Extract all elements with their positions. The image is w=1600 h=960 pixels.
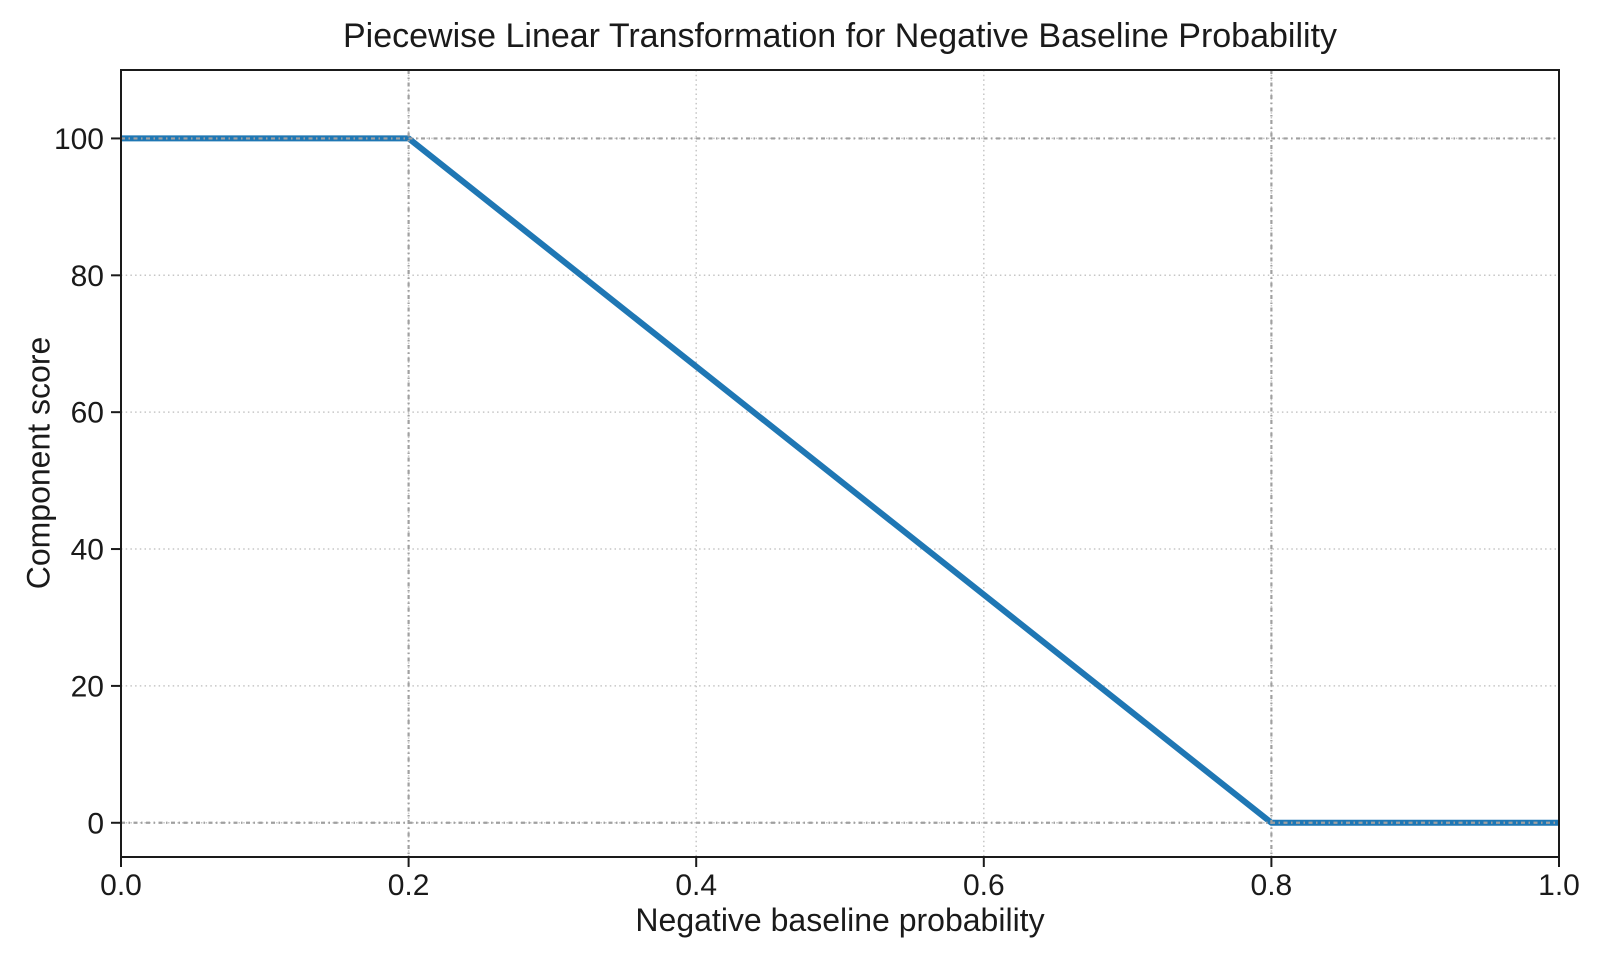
x-tick-label-0.6: 0.6 (963, 869, 1005, 902)
chart-title: Piecewise Linear Transformation for Nega… (342, 17, 1338, 55)
x-tick-label-0.2: 0.2 (388, 869, 430, 902)
y-tick-label-40: 40 (71, 534, 104, 567)
x-tick-label-0.4: 0.4 (675, 869, 717, 902)
y-axis-label: Component score (20, 336, 57, 590)
y-tick-label-20: 20 (71, 670, 104, 703)
x-tick-label-1: 1.0 (1538, 869, 1580, 902)
x-axis-label: Negative baseline probability (635, 902, 1045, 938)
x-tick-label-0: 0.0 (100, 869, 142, 902)
axes-frame (120, 69, 1560, 858)
y-tick-label-80: 80 (71, 260, 104, 293)
x-tick-label-0.8: 0.8 (1251, 869, 1293, 902)
series-line-component-score (121, 135, 1559, 826)
y-tick-label-0: 0 (87, 807, 104, 840)
y-tick-label-100: 100 (54, 123, 104, 156)
y-tick-label-60: 60 (71, 397, 104, 430)
